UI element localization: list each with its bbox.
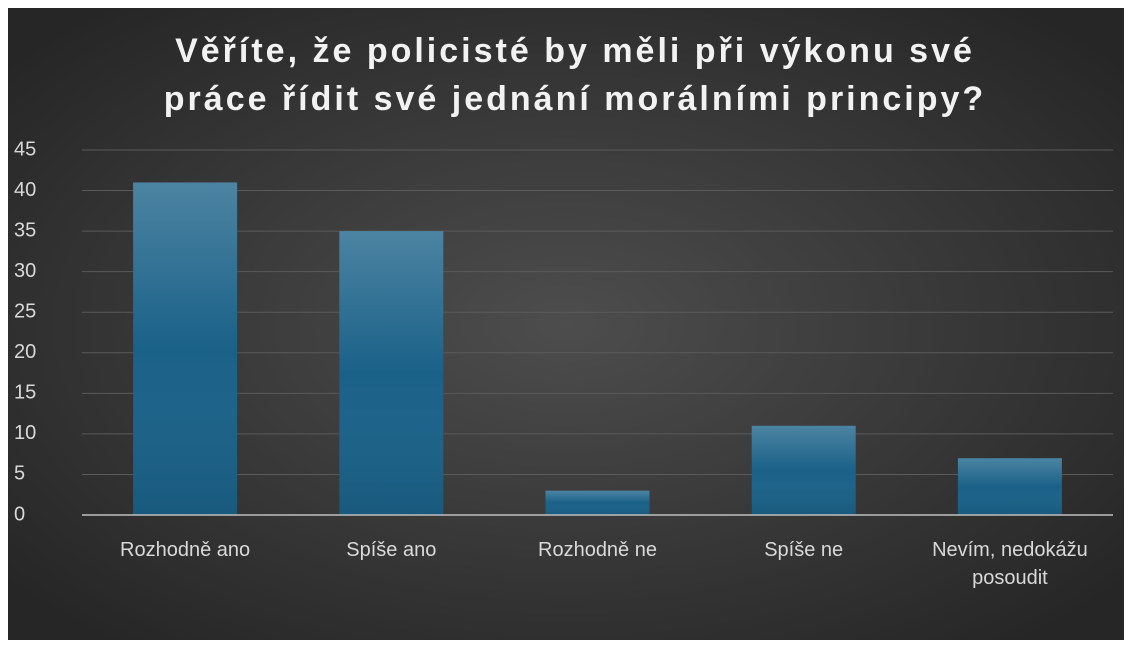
y-tick-label: 20 [14,341,36,363]
x-tick-label: Spíše ne [764,539,844,561]
x-tick-label: Nevím, nedokážu posoudit [932,539,1088,589]
y-tick-label: 30 [14,260,36,282]
bar-shine [545,490,650,515]
x-tick-label-box: Spíše ne [764,539,844,561]
x-tick-label: Rozhodně ne [538,539,657,561]
bar-shine [339,231,444,515]
y-tick-label: 0 [14,503,25,525]
y-tick-label: 25 [14,301,36,323]
x-tick-label-box: Rozhodně ne [538,539,657,561]
y-tick-label: 5 [14,463,25,485]
y-tick-label: 45 [14,138,36,160]
x-tick-label: Rozhodně ano [120,539,251,561]
y-tick-label: 40 [14,179,36,201]
y-tick-label: 15 [14,382,36,404]
x-tick-label-box: Spíše ano [346,539,437,561]
x-tick-label-box: Nevím, nedokážu posoudit [932,539,1088,589]
chart-title: práce řídit své jednání morálními princi… [164,80,986,118]
x-tick-label-box: Rozhodně ano [120,539,251,561]
y-tick-label: 35 [14,219,36,241]
chart-title: Věříte, že policisté by měli při výkonu … [175,32,975,70]
y-tick-label: 10 [14,422,36,444]
x-tick-label: Spíše ano [346,539,437,561]
bar-shine [751,425,856,515]
bar-shine [133,182,238,515]
bar-shine [957,458,1062,515]
